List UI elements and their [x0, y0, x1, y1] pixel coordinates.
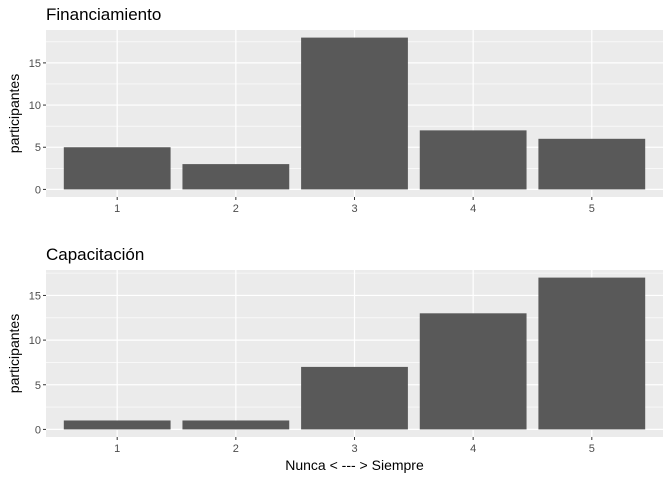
bar-5 — [538, 138, 646, 190]
x-tick-label: 3 — [351, 203, 357, 215]
y-tick-label: 0 — [35, 184, 41, 196]
panel-1: 0 5 10 15 1 2 3 4 5 Financiamiento participantes — [6, 5, 663, 215]
x-tick-label: 1 — [114, 443, 120, 455]
x-tick-label: 5 — [589, 203, 595, 215]
bar-2 — [182, 420, 290, 430]
panel-2: 0 5 10 15 1 2 3 4 5 Capacitación participantes Nunc… — [6, 245, 663, 473]
x-tick-label: 2 — [233, 443, 239, 455]
panel-title: Financiamiento — [46, 5, 161, 24]
x-tick-label: 2 — [233, 203, 239, 215]
bar-4 — [419, 313, 527, 430]
x-axis-label: Nunca < --- > Siempre — [285, 457, 424, 473]
y-axis-label: participantes — [6, 314, 22, 393]
y-tick-label: 0 — [35, 424, 41, 436]
bar-2 — [182, 164, 290, 190]
x-tick-label: 4 — [470, 203, 476, 215]
y-tick-label: 5 — [35, 142, 41, 154]
x-tick-label: 3 — [351, 443, 357, 455]
y-tick-label: 10 — [29, 100, 41, 112]
x-tick-label: 1 — [114, 203, 120, 215]
y-tick-label: 15 — [29, 58, 41, 70]
bar-3 — [301, 366, 408, 430]
x-tick-label: 5 — [589, 443, 595, 455]
y-axis-label: participantes — [6, 74, 22, 153]
panel-title: Capacitación — [46, 245, 144, 264]
bar-1 — [63, 147, 171, 190]
bar-3 — [301, 37, 408, 190]
y-tick-label: 5 — [35, 380, 41, 392]
x-tick-label: 4 — [470, 443, 476, 455]
bar-1 — [63, 420, 171, 430]
y-tick-label: 10 — [29, 335, 41, 347]
y-tick-label: 15 — [29, 290, 41, 302]
bar-5 — [538, 277, 646, 430]
bar-4 — [419, 130, 527, 190]
